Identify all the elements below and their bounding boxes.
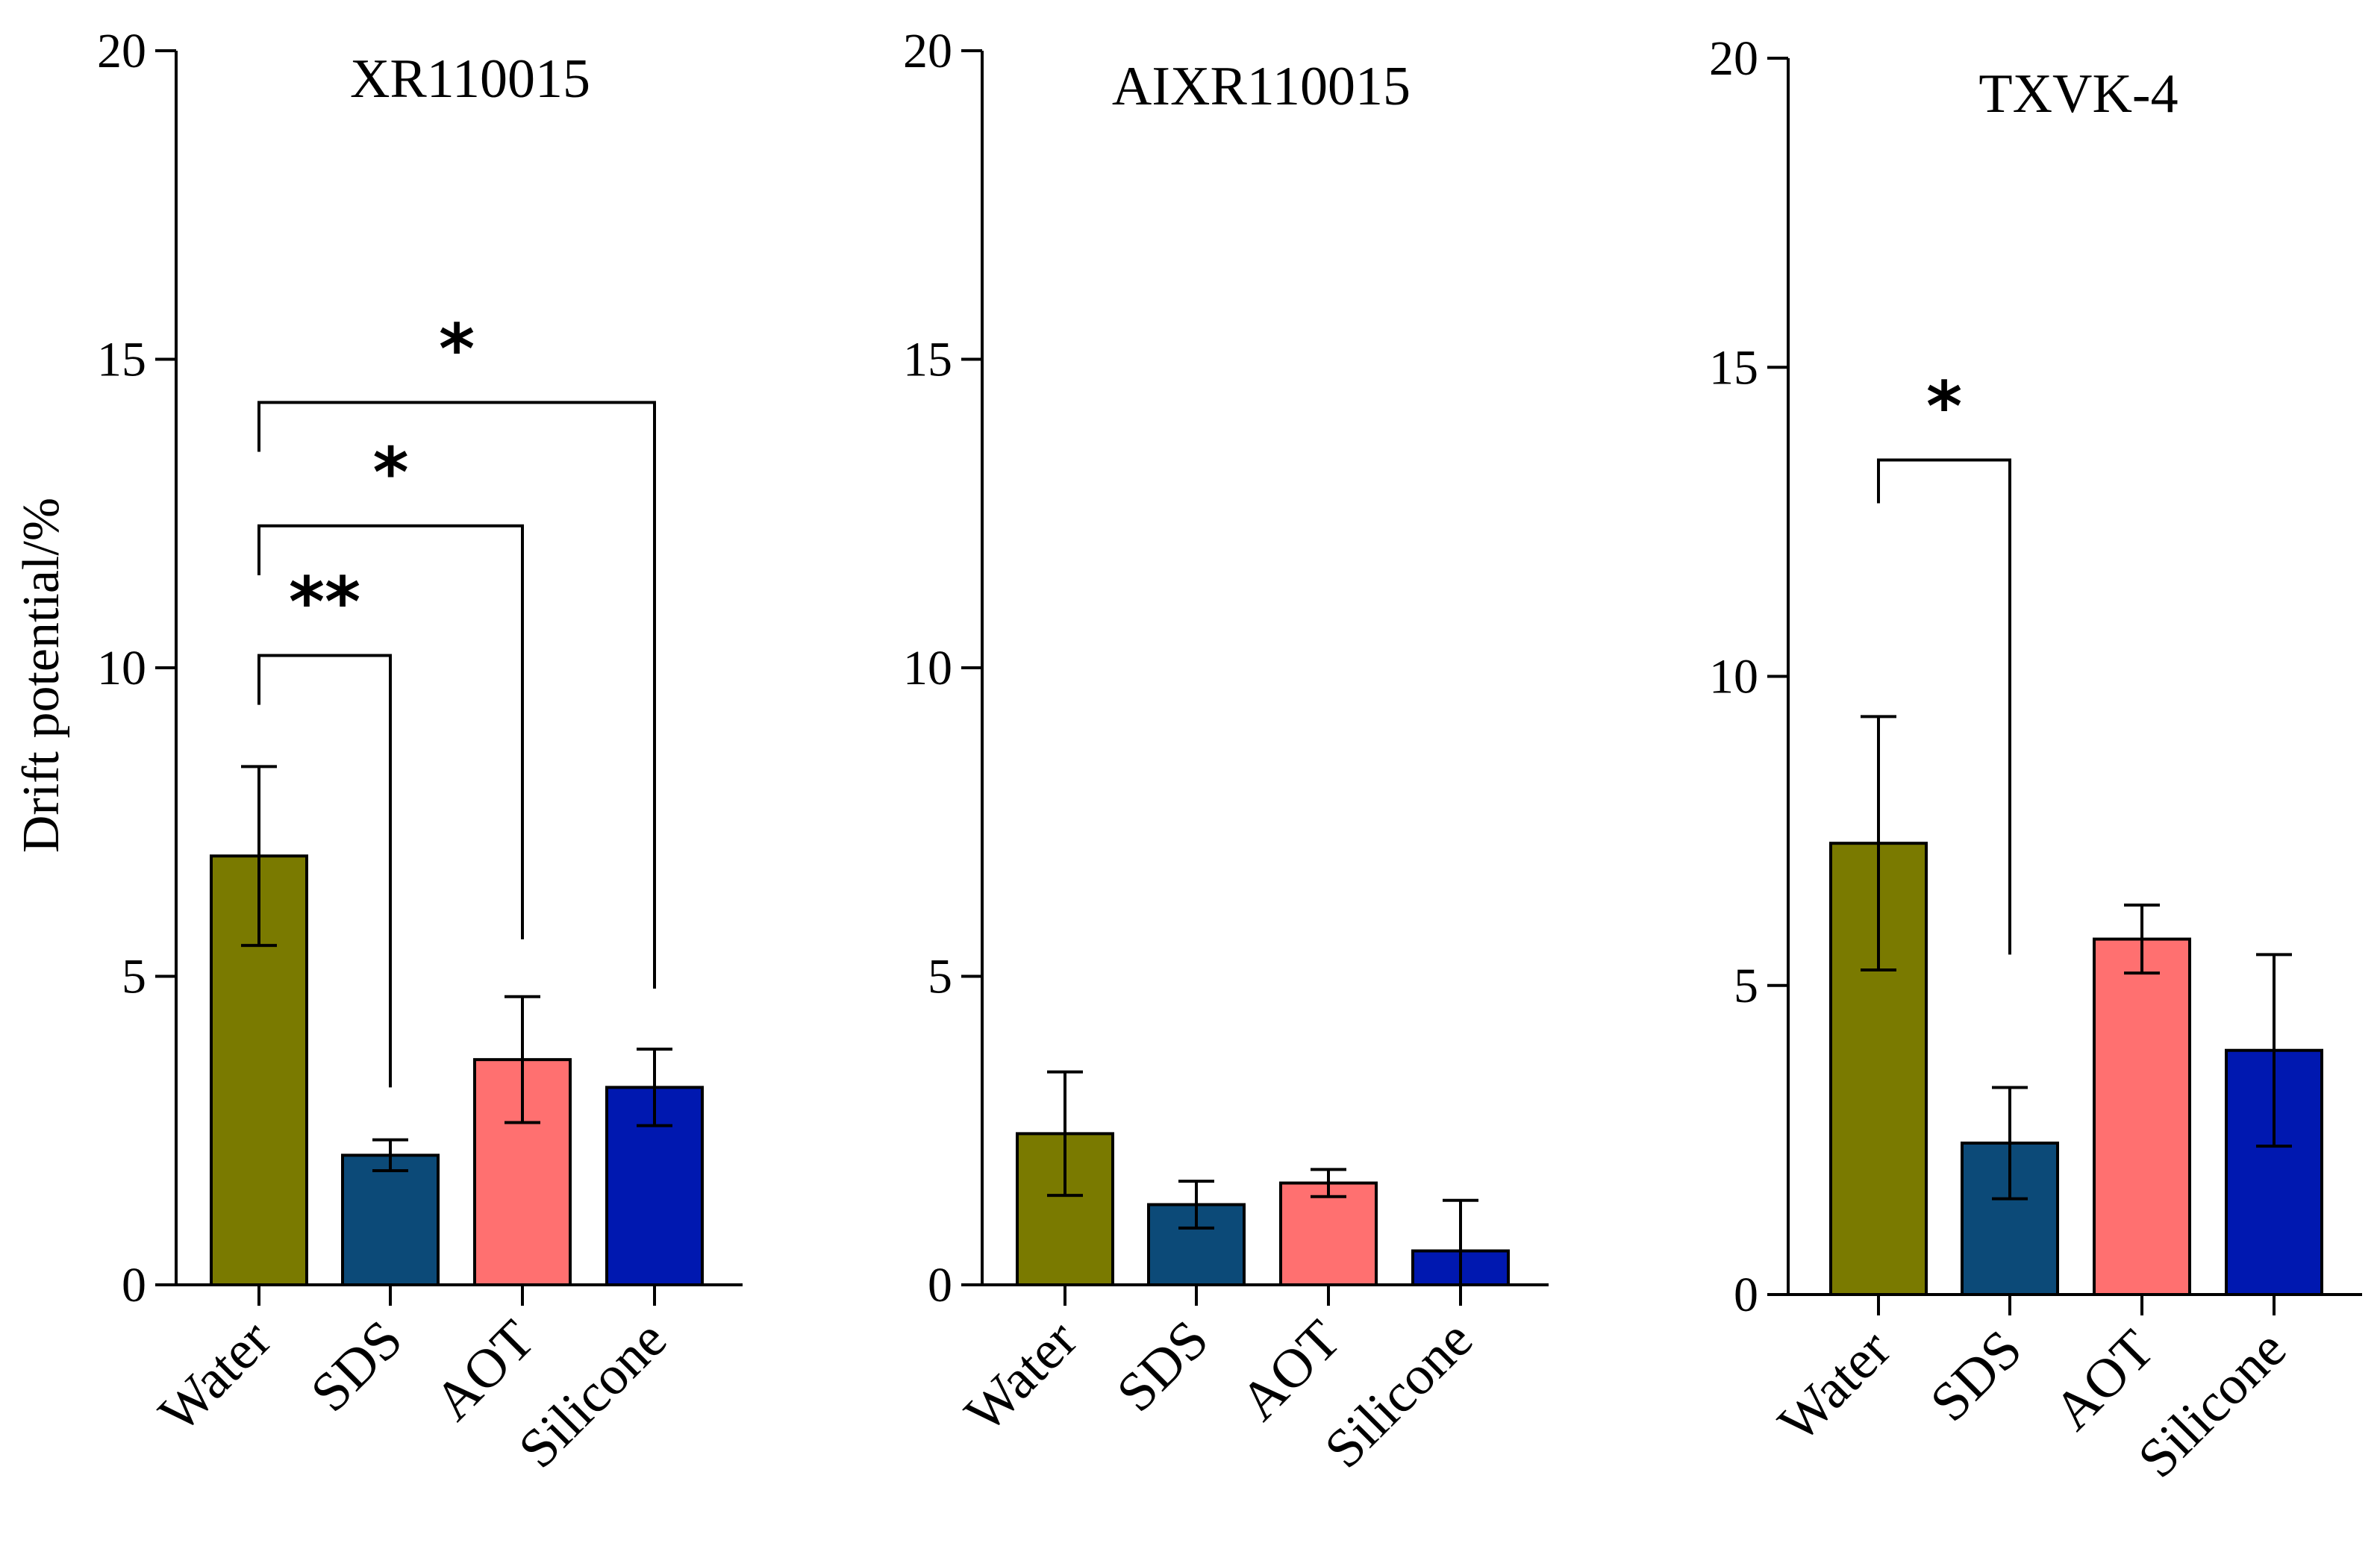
significance-label: **	[289, 562, 360, 642]
significance-label: *	[372, 433, 408, 513]
significance-bracket	[1877, 458, 2011, 955]
significance-label: *	[439, 309, 475, 389]
chart-title: XR110015	[350, 48, 590, 110]
y-tick-label: 5	[928, 950, 952, 1004]
significance-bracket	[257, 654, 392, 1088]
y-tick-label: 15	[97, 333, 146, 387]
significance-bracket	[257, 401, 656, 989]
y-tick-label: 0	[928, 1258, 952, 1312]
significance-label: *	[1926, 367, 1962, 447]
y-tick-label: 20	[903, 24, 952, 78]
y-tick-label: 10	[903, 641, 952, 695]
y-tick-label: 20	[97, 24, 146, 78]
y-tick-label: 10	[1709, 650, 1758, 704]
y-tick-label: 5	[122, 950, 146, 1004]
chart-title: AIXR110015	[1112, 56, 1411, 117]
chart-title: TXVK-4	[1978, 63, 2178, 125]
bar-sds	[341, 1154, 440, 1286]
y-tick-label: 5	[1734, 959, 1758, 1013]
y-tick-label: 15	[1709, 340, 1758, 395]
bar-aot	[2093, 937, 2191, 1297]
y-tick-label: 10	[97, 641, 146, 695]
y-axis-title: Drift potential/%	[13, 498, 70, 853]
y-tick-label: 0	[1734, 1268, 1758, 1322]
bar-aot	[1279, 1181, 1378, 1287]
y-tick-label: 0	[122, 1258, 146, 1312]
significance-bracket	[257, 524, 524, 939]
y-tick-label: 20	[1709, 31, 1758, 86]
y-tick-label: 15	[903, 333, 952, 387]
